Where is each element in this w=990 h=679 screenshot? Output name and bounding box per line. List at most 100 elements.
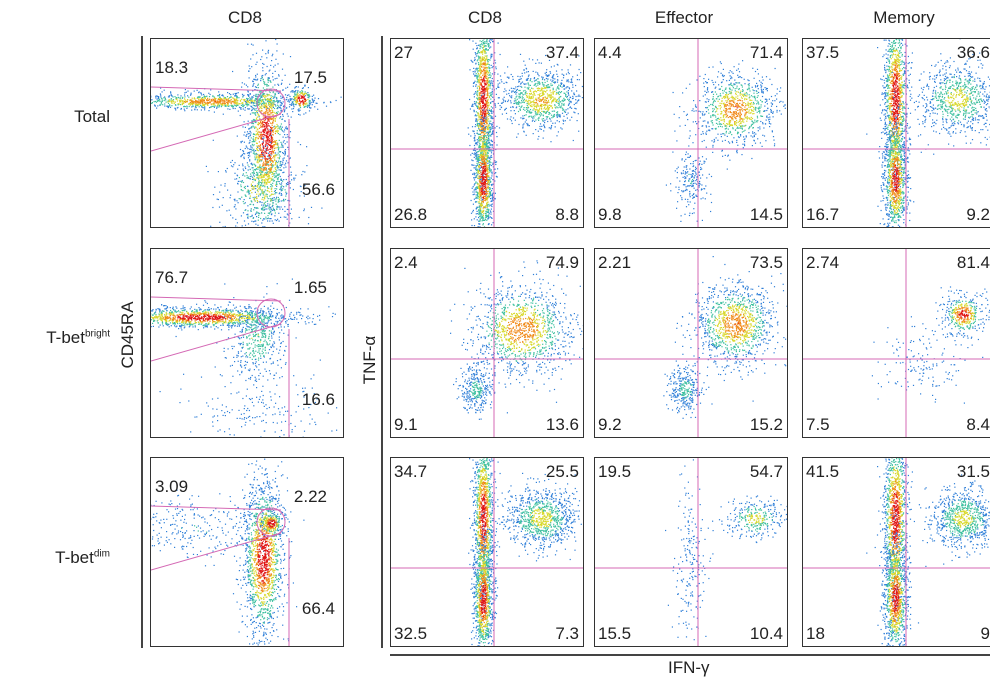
- quad-panel-plot: [391, 458, 583, 646]
- quad-panel-plot: [391, 39, 583, 227]
- quadrant-br-value: 7.3: [555, 625, 579, 642]
- gate-top-left-value: 18.3: [155, 59, 188, 76]
- header-memory: Memory: [814, 8, 990, 28]
- cd45ra-axis-line: [141, 36, 143, 648]
- event-cloud: [935, 286, 990, 358]
- gate-circle: [256, 507, 286, 537]
- event-cloud: [216, 278, 298, 395]
- quadrant-br-value: 15.2: [750, 416, 783, 433]
- quadrant-br-value: 14.5: [750, 206, 783, 223]
- row-label-tbet-bright: T-betbright: [10, 328, 110, 348]
- gate-top-right-value: 2.22: [294, 488, 327, 505]
- gate-line: [151, 532, 282, 571]
- gate-panel-plot: [151, 458, 305, 646]
- event-cloud: [449, 260, 583, 414]
- row-label-total: Total: [10, 107, 110, 127]
- event-cloud: [232, 458, 298, 646]
- header-left-cd8: CD8: [155, 8, 335, 28]
- tnf-axis-line: [381, 36, 383, 648]
- quadrant-bl-value: 15.5: [598, 625, 631, 642]
- quad-panel-tbet-dim-effector: 19.5 54.7 15.5 10.4: [594, 457, 788, 647]
- quadrant-br-value: 9.2: [966, 206, 990, 223]
- event-cloud: [455, 358, 500, 420]
- gate-line: [151, 505, 282, 511]
- event-cloud: [151, 489, 305, 567]
- gate-top-right-value: 17.5: [294, 69, 327, 86]
- ifn-axis-line: [390, 654, 990, 656]
- event-cloud: [468, 39, 503, 227]
- cd45ra-axis-title: CD45RA: [118, 295, 138, 375]
- gate-panel-plot: [151, 278, 338, 437]
- quad-panel-plot: [803, 39, 990, 227]
- event-cloud: [254, 506, 289, 550]
- quad-panel-plot: [803, 458, 990, 646]
- event-cloud: [891, 39, 990, 155]
- event-cloud: [286, 84, 316, 116]
- quadrant-tl-value: 41.5: [806, 463, 839, 480]
- quadrant-bl-value: 9.8: [598, 206, 622, 223]
- event-cloud: [469, 512, 501, 646]
- quadrant-tl-value: 2.74: [806, 254, 839, 271]
- row-label-text: T-bet: [46, 328, 85, 347]
- gate-top-right-value: 1.65: [294, 279, 327, 296]
- quadrant-tl-value: 37.5: [806, 44, 839, 61]
- event-cloud: [663, 353, 713, 419]
- quad-panel-plot: [803, 249, 990, 437]
- quadrant-bl-value: 26.8: [394, 206, 427, 223]
- gate-bottom-right-value: 56.6: [302, 181, 335, 198]
- gate-top-left-value: 3.09: [155, 478, 188, 495]
- quad-panel-total-memory: 37.5 36.6 16.7 9.2: [802, 38, 990, 228]
- event-cloud: [467, 93, 501, 227]
- quad-panel-plot: [595, 39, 787, 227]
- event-cloud: [473, 53, 583, 143]
- header-effector: Effector: [594, 8, 774, 28]
- event-cloud: [232, 39, 306, 227]
- row-label-text: Total: [74, 107, 110, 126]
- quad-panel-total-effector: 4.4 71.4 9.8 14.5: [594, 38, 788, 228]
- quad-panel-tbet-bright-effector: 2.21 73.5 9.2 15.2: [594, 248, 788, 438]
- event-cloud: [151, 87, 342, 115]
- quadrant-tl-value: 34.7: [394, 463, 427, 480]
- event-cloud: [871, 316, 973, 404]
- quadrant-bl-value: 16.7: [806, 206, 839, 223]
- quadrant-tl-value: 2.4: [394, 254, 418, 271]
- quadrant-tr-value: 74.9: [546, 254, 579, 271]
- event-cloud: [918, 474, 990, 567]
- quadrant-tr-value: 71.4: [750, 44, 783, 61]
- row-label-text: T-bet: [55, 548, 94, 567]
- quad-panel-tbet-bright-cd8: 2.4 74.9 9.1 13.6: [390, 248, 584, 438]
- quad-panel-plot: [391, 249, 583, 437]
- gate-circle: [256, 88, 286, 118]
- gate-bottom-right-value: 66.4: [302, 600, 335, 617]
- quad-panel-tbet-dim-memory: 41.5 31.5 18 9: [802, 457, 990, 647]
- event-cloud: [665, 459, 714, 641]
- quadrant-br-value: 8.8: [555, 206, 579, 223]
- quadrant-br-value: 8.4: [966, 416, 990, 433]
- quadrant-tl-value: 19.5: [598, 463, 631, 480]
- gate-bottom-right-value: 16.6: [302, 391, 335, 408]
- event-cloud: [151, 300, 336, 338]
- quadrant-tr-value: 54.7: [750, 463, 783, 480]
- quadrant-bl-value: 9.1: [394, 416, 418, 433]
- gate-top-left-value: 76.7: [155, 269, 188, 286]
- row-label-sup: bright: [85, 328, 110, 339]
- gate-panel-total: 18.3 17.5 56.6: [150, 38, 344, 228]
- gate-panel-tbet-dim: 3.09 2.22 66.4: [150, 457, 344, 647]
- quad-panel-tbet-bright-memory: 2.74 81.4 7.5 8.4: [802, 248, 990, 438]
- event-cloud: [480, 472, 582, 562]
- event-cloud: [672, 60, 786, 170]
- gate-line: [151, 86, 282, 92]
- quadrant-bl-value: 7.5: [806, 416, 830, 433]
- quadrant-tr-value: 37.4: [546, 44, 579, 61]
- quadrant-tr-value: 31.5: [957, 463, 990, 480]
- tnf-axis-title: TNF-α: [360, 320, 380, 400]
- quadrant-tr-value: 81.4: [957, 254, 990, 271]
- gate-line: [151, 323, 282, 362]
- quadrant-tr-value: 25.5: [546, 463, 579, 480]
- event-cloud: [205, 116, 323, 227]
- quadrant-tl-value: 27: [394, 44, 413, 61]
- quadrant-br-value: 13.6: [546, 416, 579, 433]
- gate-line: [151, 113, 282, 152]
- gate-panel-tbet-bright: 76.7 1.65 16.6: [150, 248, 344, 438]
- event-cloud: [159, 358, 338, 437]
